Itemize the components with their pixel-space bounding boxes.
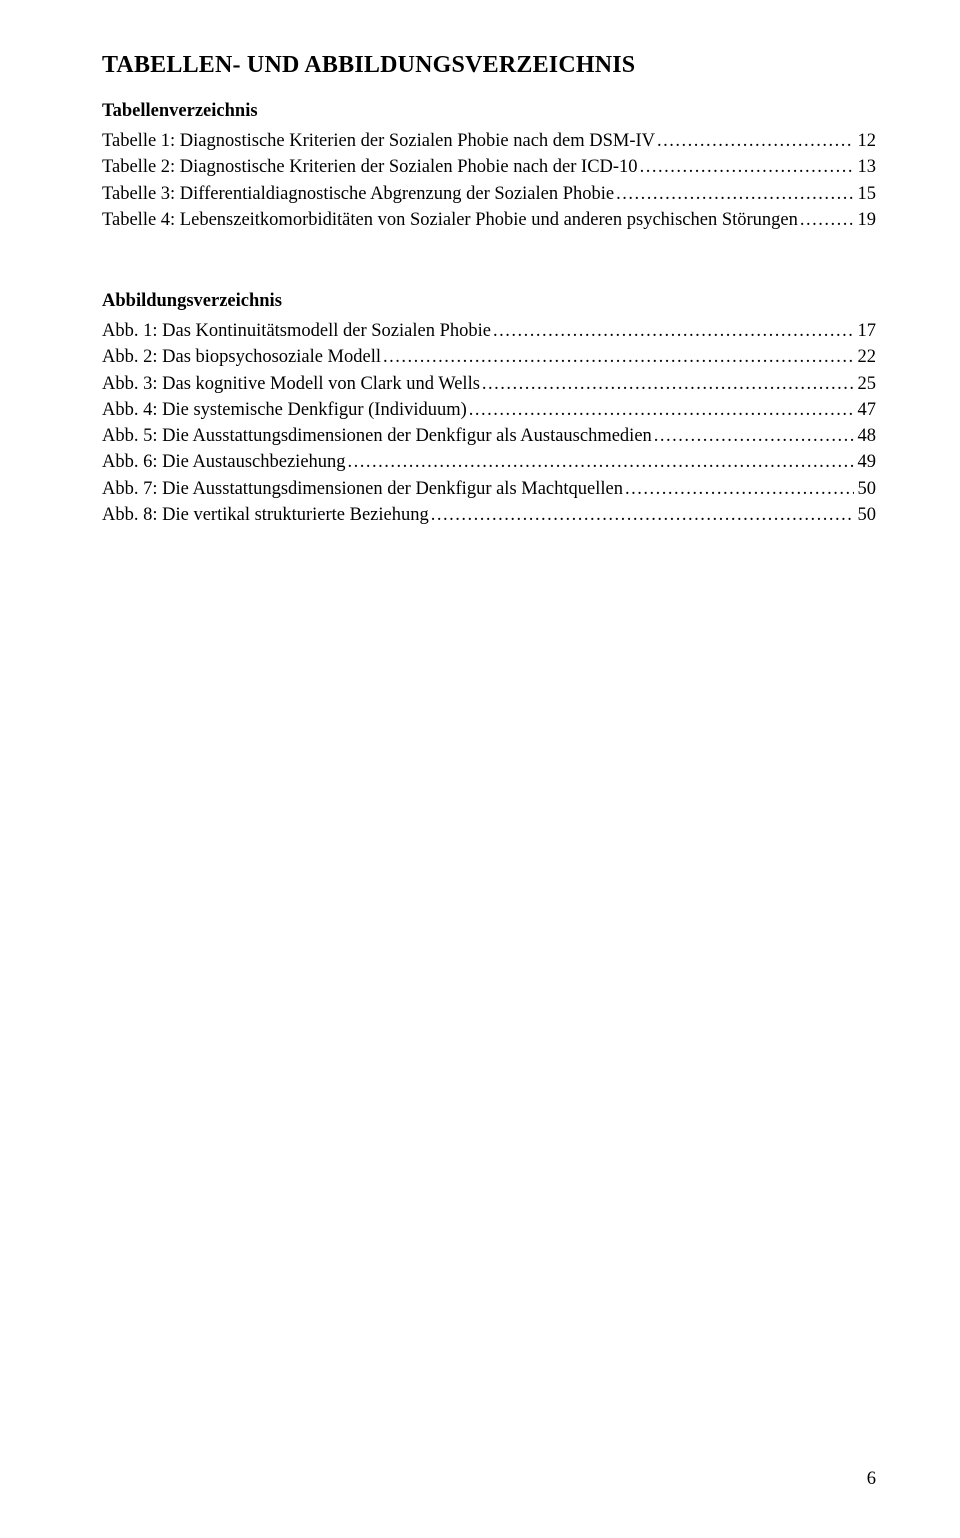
toc-entry-page: 15 bbox=[854, 181, 877, 207]
toc-entry-page: 48 bbox=[854, 423, 877, 449]
toc-dots bbox=[467, 397, 854, 423]
main-heading: TABELLEN- UND ABBILDUNGSVERZEICHNIS bbox=[102, 52, 876, 79]
toc-entry-page: 50 bbox=[854, 476, 877, 502]
toc-entry-page: 22 bbox=[854, 344, 877, 370]
toc-entry-page: 17 bbox=[854, 318, 877, 344]
toc-entry: Abb. 3: Das kognitive Modell von Clark u… bbox=[102, 371, 876, 397]
toc-entry-page: 13 bbox=[854, 154, 877, 180]
toc-entry: Abb. 1: Das Kontinuitätsmodell der Sozia… bbox=[102, 318, 876, 344]
toc-dots bbox=[381, 344, 854, 370]
toc-dots bbox=[638, 154, 854, 180]
toc-dots bbox=[614, 181, 853, 207]
toc-entry-page: 47 bbox=[854, 397, 877, 423]
toc-dots bbox=[655, 128, 853, 154]
toc-entry-label: Tabelle 2: Diagnostische Kriterien der S… bbox=[102, 154, 638, 180]
toc-entry-label: Abb. 2: Das biopsychosoziale Modell bbox=[102, 344, 381, 370]
toc-entry: Tabelle 2: Diagnostische Kriterien der S… bbox=[102, 154, 876, 180]
toc-dots bbox=[346, 449, 854, 475]
toc-entry: Tabelle 1: Diagnostische Kriterien der S… bbox=[102, 128, 876, 154]
toc-entry: Abb. 2: Das biopsychosoziale Modell 22 bbox=[102, 344, 876, 370]
toc-entry: Abb. 8: Die vertikal strukturierte Bezie… bbox=[102, 502, 876, 528]
page-number: 6 bbox=[867, 1469, 876, 1490]
abbildungen-list: Abb. 1: Das Kontinuitätsmodell der Sozia… bbox=[102, 318, 876, 528]
toc-entry-label: Tabelle 3: Differentialdiagnostische Abg… bbox=[102, 181, 614, 207]
toc-entry-label: Abb. 8: Die vertikal strukturierte Bezie… bbox=[102, 502, 429, 528]
toc-dots bbox=[429, 502, 854, 528]
toc-entry-page: 49 bbox=[854, 449, 877, 475]
toc-entry-label: Abb. 3: Das kognitive Modell von Clark u… bbox=[102, 371, 480, 397]
toc-dots bbox=[652, 423, 854, 449]
toc-dots bbox=[480, 371, 854, 397]
toc-entry-label: Abb. 7: Die Ausstattungsdimensionen der … bbox=[102, 476, 623, 502]
toc-entry-label: Tabelle 1: Diagnostische Kriterien der S… bbox=[102, 128, 655, 154]
toc-entry-label: Tabelle 4: Lebenszeitkomorbiditäten von … bbox=[102, 207, 798, 233]
toc-dots bbox=[491, 318, 854, 344]
toc-entry-label: Abb. 5: Die Ausstattungsdimensionen der … bbox=[102, 423, 652, 449]
toc-dots bbox=[623, 476, 854, 502]
toc-dots bbox=[798, 207, 854, 233]
tabellen-subheading: Tabellenverzeichnis bbox=[102, 101, 876, 122]
toc-entry-label: Abb. 4: Die systemische Denkfigur (Indiv… bbox=[102, 397, 467, 423]
toc-entry-page: 12 bbox=[854, 128, 877, 154]
toc-entry: Abb. 4: Die systemische Denkfigur (Indiv… bbox=[102, 397, 876, 423]
toc-entry-label: Abb. 1: Das Kontinuitätsmodell der Sozia… bbox=[102, 318, 491, 344]
toc-entry: Abb. 7: Die Ausstattungsdimensionen der … bbox=[102, 476, 876, 502]
abbildungen-subheading: Abbildungsverzeichnis bbox=[102, 291, 876, 312]
toc-entry-page: 25 bbox=[854, 371, 877, 397]
tabellen-list: Tabelle 1: Diagnostische Kriterien der S… bbox=[102, 128, 876, 233]
toc-entry: Tabelle 4: Lebenszeitkomorbiditäten von … bbox=[102, 207, 876, 233]
toc-entry-page: 19 bbox=[854, 207, 877, 233]
toc-entry: Abb. 5: Die Ausstattungsdimensionen der … bbox=[102, 423, 876, 449]
toc-entry-page: 50 bbox=[854, 502, 877, 528]
toc-entry-label: Abb. 6: Die Austauschbeziehung bbox=[102, 449, 346, 475]
toc-entry: Tabelle 3: Differentialdiagnostische Abg… bbox=[102, 181, 876, 207]
toc-entry: Abb. 6: Die Austauschbeziehung 49 bbox=[102, 449, 876, 475]
